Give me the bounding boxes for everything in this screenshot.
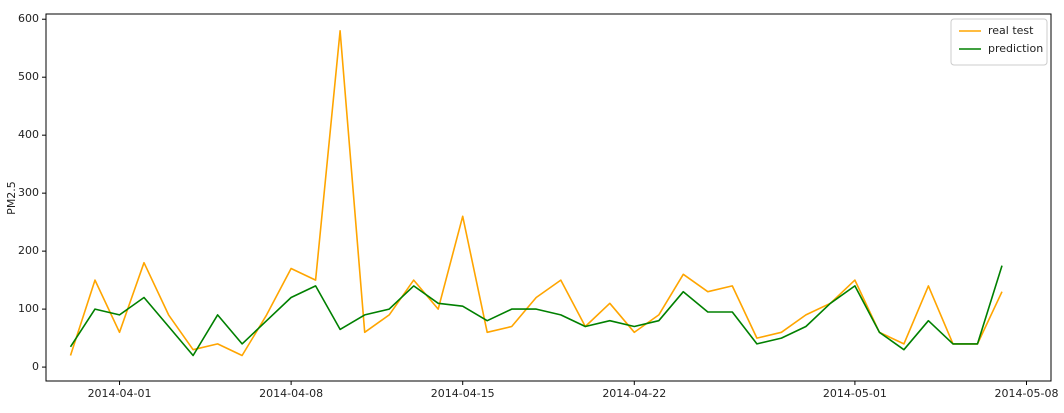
legend-label: prediction: [988, 42, 1043, 55]
x-tick-label: 2014-04-08: [259, 387, 323, 400]
y-tick-label: 300: [18, 186, 39, 199]
y-axis-label: PM2.5: [5, 181, 18, 215]
y-tick-label: 400: [18, 128, 39, 141]
plot-frame: [45, 13, 1052, 382]
x-tick-label: 2014-04-01: [88, 387, 152, 400]
y-tick-label: 600: [18, 12, 39, 25]
y-tick-label: 200: [18, 244, 39, 257]
series-line: [69, 265, 1003, 357]
series-line: [69, 30, 1003, 357]
x-tick-label: 2014-05-01: [823, 387, 887, 400]
y-tick-label: 0: [32, 360, 39, 373]
x-tick-label: 2014-04-22: [602, 387, 666, 400]
x-tick-label: 2014-05-08: [995, 387, 1059, 400]
y-tick-label: 100: [18, 302, 39, 315]
x-tick-label: 2014-04-15: [431, 387, 495, 400]
legend-label: real test: [988, 24, 1034, 37]
y-tick-label: 500: [18, 70, 39, 83]
